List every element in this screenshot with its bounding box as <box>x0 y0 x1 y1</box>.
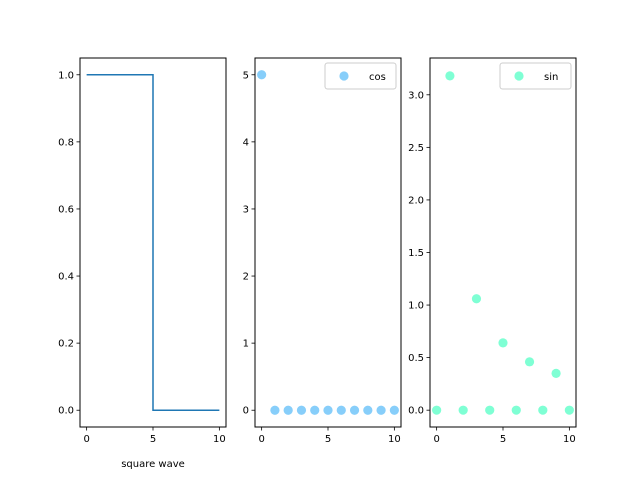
x-tick-label: 0 <box>433 434 439 445</box>
data-point <box>445 71 455 81</box>
data-point <box>538 405 548 415</box>
y-tick-label: 3.0 <box>408 90 424 101</box>
plot-area <box>432 71 574 415</box>
data-point <box>363 405 373 415</box>
x-tick-label: 5 <box>325 434 331 445</box>
legend-marker <box>514 71 524 81</box>
y-tick-label: 2.5 <box>408 143 424 154</box>
y-tick-label: 0.5 <box>408 353 424 364</box>
y-tick-label: 0.0 <box>58 406 74 417</box>
x-tick-label: 5 <box>500 434 506 445</box>
legend-frame <box>499 62 572 90</box>
y-tick-label: 0 <box>243 406 249 417</box>
series-line <box>86 74 220 411</box>
legend-frame <box>324 62 397 90</box>
y-tick-label: 2 <box>243 272 249 283</box>
y-tick-label: 0.8 <box>58 137 74 148</box>
subplot-2: 0 5 10 0 1 2 3 4 5 cos <box>243 57 402 445</box>
data-point <box>336 405 346 415</box>
y-tick-label: 1.5 <box>408 248 424 259</box>
legend-marker <box>339 71 349 81</box>
data-point <box>257 70 267 80</box>
data-point <box>349 405 360 415</box>
data-point <box>511 405 521 415</box>
data-point <box>485 405 495 415</box>
y-tick-label: 3 <box>243 204 249 215</box>
y-tick-label: 5 <box>243 70 249 81</box>
x-axis-label: square wave <box>121 459 185 470</box>
y-tick-label: 0.6 <box>58 204 74 215</box>
y-tick-label: 4 <box>243 137 249 148</box>
data-point <box>471 294 482 304</box>
x-tick-label: 10 <box>563 434 576 445</box>
x-tick-label: 0 <box>258 434 264 445</box>
data-point <box>270 405 280 415</box>
y-tick-label: 2.0 <box>408 195 424 206</box>
legend: cos <box>324 62 397 90</box>
plot-area <box>86 74 220 411</box>
legend: sin <box>499 62 572 90</box>
subplot-1: 0 5 10 0.0 0.2 0.4 0.6 0.8 1.0 square wave <box>58 57 227 470</box>
x-tick-label: 10 <box>213 434 226 445</box>
data-point <box>389 405 399 415</box>
legend-label: cos <box>369 72 386 83</box>
axes-frame <box>254 57 402 428</box>
x-tick-label: 10 <box>388 434 401 445</box>
data-point <box>323 405 333 415</box>
x-tick-label: 5 <box>150 434 156 445</box>
data-point <box>551 368 561 378</box>
data-point <box>564 405 574 415</box>
y-tick-label: 0.2 <box>58 339 74 350</box>
data-point <box>283 405 293 415</box>
plot-area <box>257 70 399 415</box>
data-point <box>498 338 508 348</box>
data-point <box>458 405 468 415</box>
y-tick-label: 0.0 <box>408 406 424 417</box>
data-point <box>376 405 386 415</box>
data-point <box>524 357 535 367</box>
subplot-3: 0 5 10 0.0 0.5 1.0 1.5 2.0 2.5 3.0 sin <box>408 57 577 445</box>
y-tick-label: 1.0 <box>58 70 74 81</box>
data-point <box>296 405 307 415</box>
x-tick-label: 0 <box>83 434 89 445</box>
y-tick-label: 0.4 <box>58 272 74 283</box>
legend-label: sin <box>544 72 558 83</box>
y-tick-label: 1 <box>243 339 249 350</box>
y-tick-label: 1.0 <box>408 301 424 312</box>
data-point <box>310 405 320 415</box>
data-point <box>432 405 442 415</box>
